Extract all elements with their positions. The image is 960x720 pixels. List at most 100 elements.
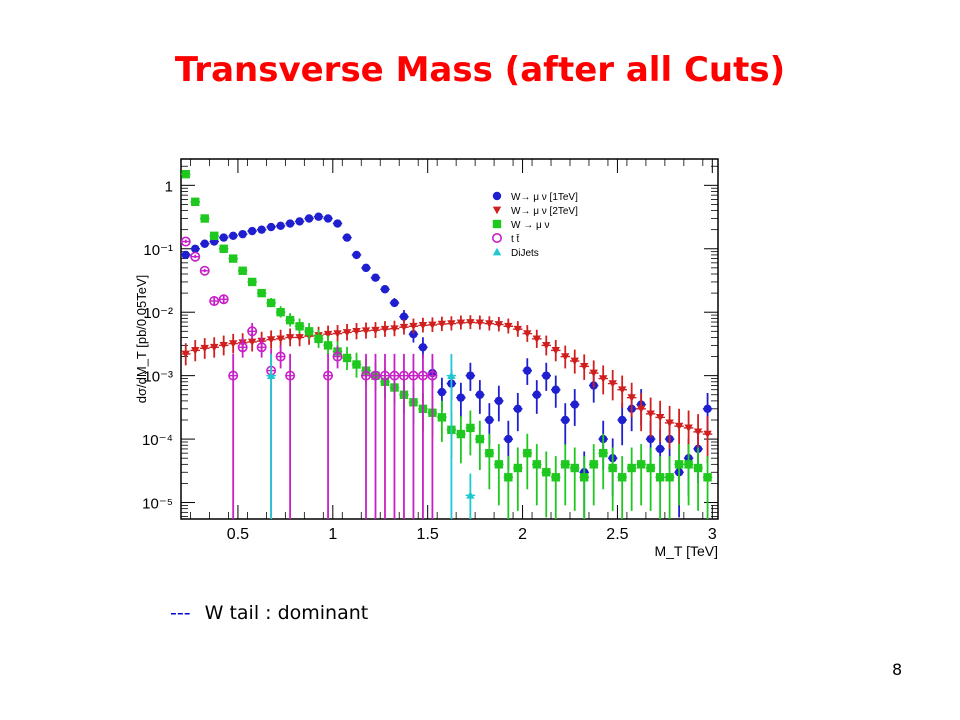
data-point bbox=[523, 330, 532, 338]
data-point bbox=[456, 429, 466, 439]
legend-label: W→ μ ν [2TeV] bbox=[511, 206, 578, 217]
data-point bbox=[617, 473, 627, 482]
data-point bbox=[295, 322, 304, 331]
data-point bbox=[617, 415, 627, 425]
data-point bbox=[285, 315, 295, 325]
data-point bbox=[333, 219, 342, 228]
data-point bbox=[266, 298, 276, 308]
data-point bbox=[627, 394, 636, 402]
data-point bbox=[428, 321, 437, 330]
legend-marker bbox=[492, 219, 502, 229]
footnote-dashes: --- bbox=[170, 602, 191, 624]
data-point bbox=[256, 342, 267, 353]
data-point bbox=[513, 463, 523, 473]
data-point bbox=[532, 460, 541, 469]
data-point bbox=[437, 320, 447, 329]
data-point bbox=[352, 360, 361, 369]
data-point bbox=[437, 413, 447, 422]
data-point bbox=[323, 370, 334, 381]
data-point bbox=[342, 233, 352, 242]
data-point bbox=[266, 336, 276, 344]
chart-legend: W→ μ ν [1TeV] W→ μ ν [2TeV] W → μ ν t t̄ DiJ… bbox=[491, 191, 578, 259]
data-point bbox=[323, 330, 333, 339]
y-tick-label: 10⁻¹ bbox=[143, 242, 173, 259]
footnote-text: W tail : dominant bbox=[204, 602, 369, 624]
data-point bbox=[598, 448, 608, 458]
data-point bbox=[370, 370, 381, 381]
data-point bbox=[398, 370, 409, 381]
data-point bbox=[399, 323, 409, 332]
data-point bbox=[361, 370, 372, 381]
legend-marker bbox=[492, 206, 502, 215]
data-point bbox=[570, 463, 579, 473]
x-tick-label: 1.5 bbox=[417, 526, 439, 543]
x-tick-label: 0.5 bbox=[227, 526, 249, 543]
data-point bbox=[323, 341, 333, 350]
data-point bbox=[542, 342, 551, 350]
data-point bbox=[684, 460, 693, 469]
x-axis-label: M_T [TeV] bbox=[654, 543, 718, 559]
data-point bbox=[437, 387, 447, 397]
data-point bbox=[257, 225, 266, 234]
data-point bbox=[247, 326, 258, 337]
data-point bbox=[276, 221, 285, 231]
data-point bbox=[684, 424, 693, 433]
data-point bbox=[247, 226, 257, 236]
data-point bbox=[209, 296, 220, 307]
data-point bbox=[390, 298, 399, 308]
data-point bbox=[266, 371, 276, 380]
data-point bbox=[314, 334, 323, 344]
data-point bbox=[180, 236, 191, 247]
data-point bbox=[371, 273, 380, 282]
data-point bbox=[665, 419, 674, 428]
page-number: 8 bbox=[892, 660, 903, 679]
data-point bbox=[190, 251, 201, 262]
data-point bbox=[485, 448, 494, 458]
data-point bbox=[276, 308, 285, 317]
data-point bbox=[238, 229, 247, 239]
data-point bbox=[228, 254, 238, 263]
data-point bbox=[513, 325, 523, 334]
data-point bbox=[408, 370, 419, 381]
data-point bbox=[379, 370, 390, 381]
data-point bbox=[418, 322, 428, 330]
data-point bbox=[295, 217, 304, 226]
data-point bbox=[219, 342, 228, 350]
data-point bbox=[674, 460, 684, 469]
data-point bbox=[342, 329, 352, 337]
data-point bbox=[191, 244, 200, 253]
data-point bbox=[589, 369, 598, 378]
tick-layer: 0.5 1 1.5 2 2.5 3 1 10⁻¹ 10⁻² 10⁻³ 10⁻⁴ 10⁻⁵ bbox=[142, 159, 718, 543]
data-point bbox=[561, 415, 570, 425]
data-point bbox=[693, 428, 703, 437]
data-point bbox=[218, 294, 229, 305]
data-point bbox=[513, 404, 523, 414]
data-point bbox=[636, 460, 646, 469]
data-point bbox=[352, 250, 361, 260]
data-point bbox=[380, 285, 390, 294]
data-point bbox=[703, 473, 712, 482]
data-point bbox=[181, 350, 190, 359]
data-point bbox=[494, 396, 504, 406]
y-tick-label: 10⁻³ bbox=[143, 369, 173, 386]
data-point bbox=[417, 370, 428, 381]
x-tick-label: 2 bbox=[518, 526, 527, 543]
slide-title: Transverse Mass (after all Cuts) bbox=[174, 50, 786, 90]
data-point bbox=[380, 325, 390, 334]
data-point bbox=[285, 334, 295, 342]
series-4 bbox=[266, 353, 476, 519]
data-point bbox=[703, 430, 712, 439]
data-point bbox=[399, 312, 409, 321]
data-point bbox=[181, 250, 190, 260]
data-point bbox=[504, 322, 513, 331]
x-tick-label: 1 bbox=[328, 526, 337, 543]
data-point bbox=[542, 371, 551, 380]
data-point bbox=[504, 434, 513, 444]
data-point bbox=[665, 473, 674, 482]
data-point bbox=[314, 212, 323, 221]
data-point bbox=[475, 434, 485, 444]
data-point bbox=[561, 460, 570, 469]
data-point bbox=[485, 415, 494, 425]
data-point bbox=[551, 347, 560, 355]
data-point bbox=[352, 327, 361, 336]
